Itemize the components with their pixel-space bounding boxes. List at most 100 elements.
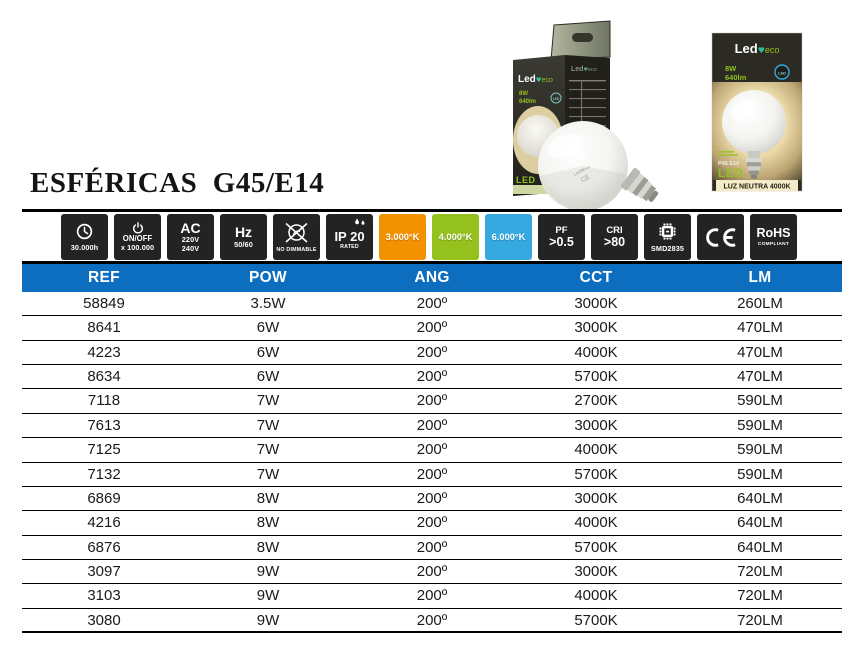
table-row: 6869 8W 200º 3000K 640LM: [22, 487, 842, 512]
product-photo-boxed-bulb: Led♥eco Led♥eco 8W 640lm LED LED: [513, 20, 659, 211]
front-bottom-strip: [513, 185, 565, 194]
badge-sublabel: 220V: [181, 235, 200, 245]
table-row: 4216 8W 200º 4000K 640LM: [22, 511, 842, 536]
table-cell-pow: 7W: [256, 465, 280, 483]
table-cell-lm: 590LM: [737, 392, 783, 410]
badge-cct-3000k: 3.000°K: [379, 214, 426, 260]
badge-label: NO DIMMABLE: [276, 246, 317, 253]
retail-light-label: LUZ NEUTRA 4000K: [723, 184, 790, 191]
table-cell-lm: 640LM: [737, 538, 783, 556]
table-cell-cct: 3000K: [574, 489, 618, 507]
table-cell-lm: 720LM: [737, 587, 783, 605]
table-cell-ref: 7125: [87, 441, 121, 459]
product-photo-box-front: Led♥eco 8W 640lm LED P45 E14 LED: [711, 32, 803, 192]
table-cell-ang: 200º: [416, 441, 448, 459]
table-cell-pow: 9W: [256, 587, 280, 605]
table-cell-lm: 470LM: [737, 319, 783, 337]
table-cell-ang: 200º: [416, 343, 448, 361]
table-cell-ref: 4216: [87, 514, 121, 532]
ce-mark-icon: [705, 227, 736, 247]
retail-small-text-lines: [718, 151, 738, 156]
table-cell-lm: 590LM: [737, 441, 783, 459]
table-cell-ang: 200º: [416, 587, 448, 605]
table-cell-cct: 5700K: [574, 611, 618, 629]
table-row: 7613 7W 200º 3000K 590LM: [22, 414, 842, 439]
badge-no-dimmable: NO DIMMABLE: [273, 214, 320, 260]
table-cell-ref: 58849: [83, 295, 125, 312]
badge-label: ON/OFF: [122, 234, 153, 243]
bulb-ce-marking: CE: [580, 173, 592, 184]
badge-label: CRI: [606, 224, 623, 236]
retail-logo: Led♥eco: [735, 41, 780, 56]
column-header-lm: LM: [748, 269, 772, 286]
table-cell-ang: 200º: [416, 611, 448, 629]
table-top-rule: [22, 261, 842, 264]
table-cell-lm: 640LM: [737, 489, 783, 507]
table-cell-ang: 200º: [416, 514, 448, 532]
table-row: 6876 8W 200º 5700K 640LM: [22, 536, 842, 560]
table-cell-ref: 4223: [87, 343, 121, 361]
table-cell-ref: 8634: [87, 368, 121, 386]
badge-cri: CRI >80: [591, 214, 638, 260]
table-row: 3103 9W 200º 4000K 720LM: [22, 584, 842, 609]
retail-lumens: 640lm: [725, 73, 747, 82]
bulb-highlight: [547, 133, 583, 159]
table-cell-ref: 3097: [87, 562, 121, 580]
table-cell-cct: 5700K: [574, 368, 618, 386]
bulb-screw-base: [620, 168, 659, 202]
table-cell-cct: 4000K: [574, 441, 618, 459]
clock-icon: [76, 223, 93, 240]
side-logo: Led♥eco: [571, 66, 597, 73]
badge-label: RoHS: [756, 226, 791, 241]
front-led-ring-label: LED: [553, 97, 560, 101]
table-cell-pow: 7W: [256, 441, 280, 459]
badge-label: IP 20: [334, 228, 365, 244]
retail-led-text: LED: [718, 166, 744, 180]
badge-label: AC: [180, 219, 201, 236]
table-row: 8634 6W 200º 5700K 470LM: [22, 365, 842, 390]
badge-label: 30.000h: [70, 243, 99, 252]
table-cell-pow: 7W: [256, 392, 280, 410]
table-cell-ang: 200º: [416, 368, 448, 386]
table-cell-lm: 470LM: [737, 368, 783, 386]
table-cell-ang: 200º: [416, 465, 448, 483]
badge-sublabel: x 100.000: [120, 243, 155, 252]
page-title: ESFÉRICAS G45/E14: [30, 167, 325, 199]
table-cell-ang: 200º: [416, 538, 448, 556]
retail-bulb-highlight: [731, 100, 757, 120]
badge-label: 4.000°K: [438, 232, 473, 242]
retail-bulb-neck: [747, 151, 761, 158]
svg-text:Led♥eco: Led♥eco: [573, 164, 593, 178]
led-ring-icon: [774, 64, 790, 80]
badge-label: SMD2835: [650, 244, 685, 253]
table-cell-cct: 3000K: [574, 562, 618, 580]
front-wattage: 8W: [519, 91, 528, 97]
table-cell-pow: 9W: [256, 562, 280, 580]
front-lumens: 640lm: [519, 99, 536, 105]
table-cell-cct: 3000K: [574, 319, 618, 337]
no-dimmable-icon: [285, 222, 308, 243]
feature-badges: 30.000h ON/OFF x 100.000 AC 220V 240V Hz…: [61, 214, 797, 260]
table-cell-lm: 260LM: [737, 295, 783, 312]
table-cell-ref: 8641: [87, 319, 121, 337]
retail-model: P45 E14: [718, 161, 740, 167]
table-cell-ang: 200º: [416, 562, 448, 580]
badge-ce-mark: [697, 214, 744, 260]
badge-sublabel: 50/60: [234, 239, 253, 249]
spec-table: REF POW ANG CCT LM 58849 3.5W 200º 3000K…: [22, 261, 842, 634]
badge-led-chip: SMD2835: [644, 214, 691, 260]
badge-cct-6000k: 6.000°K: [485, 214, 532, 260]
table-cell-cct: 2700K: [574, 392, 618, 410]
table-row: 7125 7W 200º 4000K 590LM: [22, 438, 842, 463]
heart-icon: ♥: [580, 167, 586, 173]
column-header-ang: ANG: [414, 269, 450, 286]
heart-icon: ♥: [536, 76, 542, 84]
table-cell-pow: 8W: [256, 489, 280, 507]
heart-icon: ♥: [758, 46, 765, 55]
product-photos: Led♥eco Led♥eco 8W 640lm LED LED: [513, 20, 803, 211]
table-cell-pow: 9W: [256, 611, 280, 629]
table-cell-lm: 720LM: [737, 611, 783, 629]
badge-voltage: AC 220V 240V: [167, 214, 214, 260]
column-header-cct: CCT: [579, 269, 613, 286]
table-cell-lm: 590LM: [737, 465, 783, 483]
